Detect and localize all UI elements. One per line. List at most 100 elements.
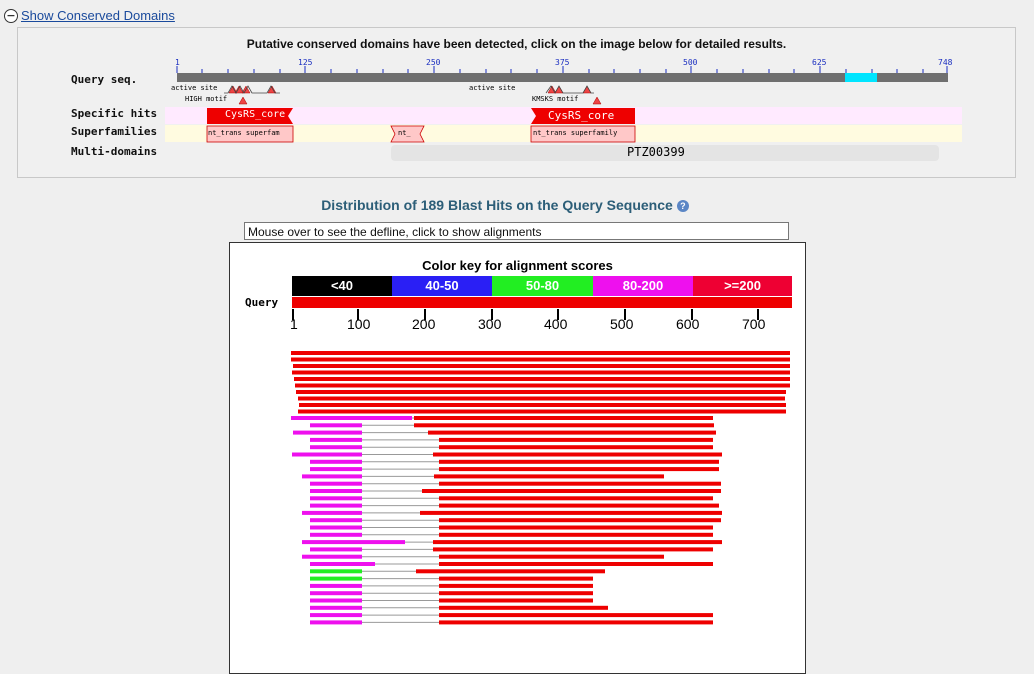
hit-segment[interactable] (310, 503, 362, 508)
hit-segment[interactable] (296, 390, 786, 394)
hit-segment[interactable] (439, 532, 713, 537)
defline-box: Mouse over to see the defline, click to … (244, 222, 789, 240)
axis-label: 200 (412, 316, 436, 332)
superfamily-nt-trans-1[interactable] (206, 125, 294, 143)
hit-segment[interactable] (310, 489, 362, 493)
hit-segment[interactable] (310, 481, 362, 486)
hit-segment[interactable] (298, 409, 786, 414)
hit-segment[interactable] (439, 583, 593, 588)
hit-segment[interactable] (302, 474, 362, 479)
minus-circle-icon[interactable]: − (4, 8, 18, 23)
hit-rows[interactable] (291, 351, 790, 625)
hit-segment[interactable] (439, 562, 713, 566)
hit-segment[interactable] (420, 510, 722, 515)
hit-segment[interactable] (439, 525, 713, 530)
color-key-title: Color key for alignment scores (422, 258, 613, 273)
hit-segment[interactable] (302, 510, 362, 515)
superfamily-nt-short[interactable] (390, 125, 425, 143)
active-site-label: active site (171, 84, 218, 92)
hit-segment[interactable] (310, 576, 362, 581)
superfamily-label: nt_ (398, 129, 411, 137)
color-key-lt40: <40 (292, 276, 392, 296)
hit-segment[interactable] (310, 459, 362, 464)
tick-label: 748 (938, 58, 953, 67)
hits-svg[interactable] (230, 243, 805, 673)
hit-segment[interactable] (295, 383, 790, 388)
hit-segment[interactable] (299, 403, 786, 407)
hit-segment[interactable] (439, 613, 713, 618)
specific-hit-cysrs-core-1[interactable] (207, 108, 293, 124)
axis-label: 300 (478, 316, 502, 332)
hit-segment[interactable] (439, 503, 719, 508)
hit-segment[interactable] (433, 547, 713, 552)
hit-segment[interactable] (428, 430, 716, 435)
hit-segment[interactable] (291, 416, 412, 420)
hit-segment[interactable] (302, 540, 405, 545)
query-seq-bar[interactable] (177, 73, 948, 82)
hit-segment[interactable] (310, 569, 362, 574)
tick-label: 500 (683, 58, 698, 67)
hit-segment[interactable] (310, 525, 362, 530)
hit-segment[interactable] (439, 576, 593, 581)
axis-ticks (292, 309, 759, 320)
hit-segment[interactable] (292, 370, 790, 375)
hit-segment[interactable] (310, 562, 375, 566)
show-conserved-domains-toggle[interactable]: − Show Conserved Domains (4, 8, 175, 23)
hit-segment[interactable] (293, 364, 790, 368)
hit-segment[interactable] (439, 605, 608, 610)
hit-segment[interactable] (310, 605, 362, 610)
specific-hit-cysrs-core-2[interactable] (531, 108, 635, 124)
hit-segment[interactable] (291, 351, 790, 355)
cd-graphic[interactable] (18, 28, 1015, 177)
hit-segment[interactable] (439, 591, 593, 596)
hit-segment[interactable] (439, 496, 713, 501)
hit-segment[interactable] (439, 620, 713, 625)
hit-segment[interactable] (414, 416, 713, 420)
axis-label: 100 (347, 316, 371, 332)
hit-segment[interactable] (310, 591, 362, 596)
superfamily-nt-trans-2[interactable] (530, 125, 636, 143)
blast-hits-graph[interactable]: Color key for alignment scores <40 40-50… (229, 242, 806, 674)
hit-segment[interactable] (439, 437, 713, 442)
hit-segment[interactable] (310, 518, 362, 523)
hit-segment[interactable] (433, 540, 722, 545)
hit-segment[interactable] (292, 452, 362, 457)
hit-segment[interactable] (310, 423, 362, 428)
hit-segment[interactable] (310, 583, 362, 588)
hit-segment[interactable] (310, 437, 362, 442)
hit-segment[interactable] (439, 467, 719, 472)
hit-segment[interactable] (310, 547, 362, 552)
distribution-title: Distribution of 189 Blast Hits on the Qu… (0, 197, 1010, 213)
hit-segment[interactable] (291, 357, 790, 362)
hit-segment[interactable] (439, 481, 721, 486)
hit-segment[interactable] (422, 489, 721, 493)
hit-segment[interactable] (416, 569, 605, 574)
superfamily-label: nt_trans superfamily (533, 129, 618, 137)
multi-domain-label: PTZ00399 (627, 145, 685, 159)
hit-segment[interactable] (434, 474, 664, 479)
hit-segment[interactable] (439, 445, 713, 450)
hit-segment[interactable] (414, 423, 714, 428)
hit-segment[interactable] (298, 396, 785, 401)
hit-segment[interactable] (310, 445, 362, 450)
multi-domain-bar[interactable] (391, 145, 939, 161)
query-seq-label: Query seq. (71, 73, 138, 86)
hit-segment[interactable] (433, 452, 722, 457)
hit-segment[interactable] (439, 459, 719, 464)
hit-segment[interactable] (310, 467, 362, 472)
hit-segment[interactable] (310, 613, 362, 618)
hit-segment[interactable] (310, 620, 362, 625)
specific-hit-label: CysRS_core (548, 109, 615, 122)
show-conserved-domains-link[interactable]: Show Conserved Domains (21, 8, 175, 23)
hit-segment[interactable] (294, 377, 790, 381)
hit-segment[interactable] (310, 532, 362, 537)
hit-segment[interactable] (439, 554, 664, 559)
hit-segment[interactable] (310, 496, 362, 501)
hit-segment[interactable] (310, 598, 362, 603)
hit-segment[interactable] (439, 518, 721, 523)
question-icon[interactable]: ? (676, 200, 689, 213)
hit-segment[interactable] (293, 430, 362, 435)
hit-segment[interactable] (302, 554, 362, 559)
color-key-50-80: 50-80 (492, 276, 593, 296)
hit-segment[interactable] (439, 598, 593, 603)
